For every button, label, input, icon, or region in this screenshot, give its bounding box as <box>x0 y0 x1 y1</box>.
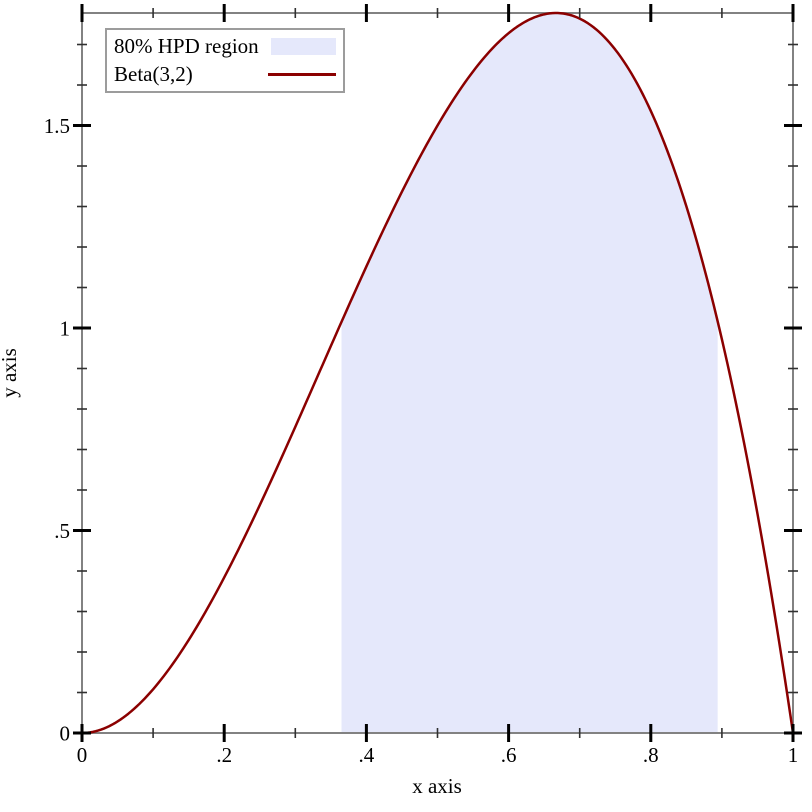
y-tick-label: 1 <box>60 316 71 340</box>
x-tick-label: .4 <box>359 743 375 767</box>
axis-tick-labels: 0 .2 .4 .6 .8 1 0 .5 1 1.5 <box>44 114 799 767</box>
hpd-region-fill <box>341 13 718 733</box>
legend-label-beta-curve: Beta(3,2) <box>114 61 193 86</box>
beta-pdf-curve <box>81 11 795 735</box>
legend-line-swatch <box>268 72 336 76</box>
x-axis-title: x axis <box>412 774 462 798</box>
y-tick-label: .5 <box>54 519 70 543</box>
axis-ticks <box>73 4 802 742</box>
y-tick-label: 0 <box>60 721 71 745</box>
x-tick-label: 1 <box>788 743 799 767</box>
legend-label-hpd-region: 80% HPD region <box>114 34 259 59</box>
x-tick-label: .6 <box>501 743 517 767</box>
x-tick-label: 0 <box>77 743 88 767</box>
legend-entry-beta-curve: Beta(3,2) <box>114 61 336 86</box>
y-axis-title: y axis <box>0 348 21 398</box>
legend-entry-hpd-region: 80% HPD region <box>114 36 336 57</box>
legend-area-swatch <box>271 38 336 56</box>
beta-pdf-path <box>81 11 795 735</box>
x-tick-label: .8 <box>643 743 659 767</box>
legend: 80% HPD region Beta(3,2) <box>105 28 345 93</box>
y-tick-label: 1.5 <box>44 114 70 138</box>
hpd-area-path <box>341 13 718 733</box>
x-tick-label: .2 <box>216 743 232 767</box>
